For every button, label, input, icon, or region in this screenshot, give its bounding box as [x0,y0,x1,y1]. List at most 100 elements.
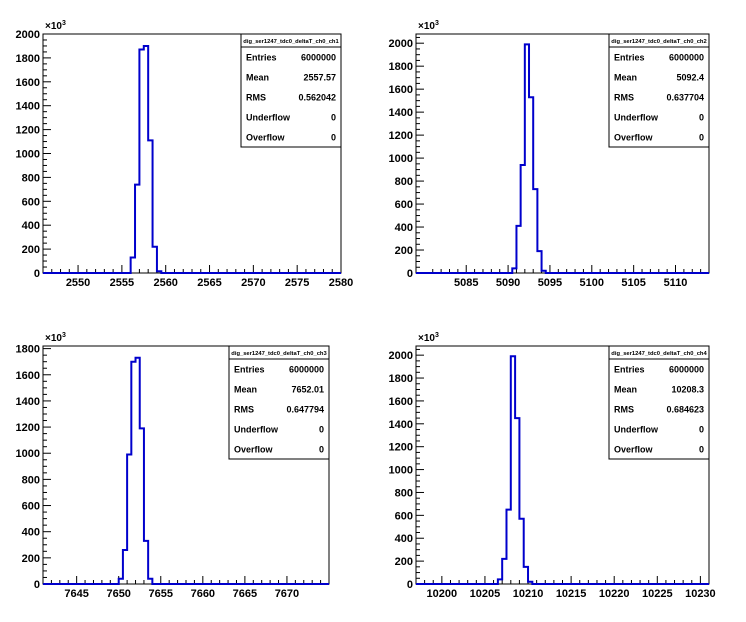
y-tick-label: 200 [22,244,40,256]
stats-box-frame [240,33,342,148]
x-tick-label: 10200 [427,588,458,600]
histogram-panel-4: 0 200 400 600 800 1000 1200 1400 1600 1800 2000 102… [389,332,716,600]
x-tick-label: 7655 [149,588,173,600]
histogram-line [416,355,709,585]
histogram-bin [537,251,541,273]
y-tick-label: 1600 [16,77,40,89]
stats-label: Overflow [234,445,274,455]
y-tick-label: 200 [395,556,413,568]
y-tick-label: 0 [407,579,413,591]
stats-box: dig_ser1247_tdc0_deltaT_ch0_ch3 Entries 60… [228,345,330,460]
stats-label: Overflow [246,133,286,143]
y-tick-label: 1200 [16,422,40,434]
stats-value: 7652.01 [291,385,324,395]
histogram-line [43,356,329,585]
y-tick-label: 600 [395,510,413,522]
histogram-bin [144,541,148,584]
histogram-bin [515,418,519,584]
y-tick-label: 0 [34,579,40,591]
stats-value: 6000000 [669,53,704,63]
stats-label: RMS [614,93,634,103]
histogram-line [416,43,709,274]
histogram-bin [135,185,139,273]
stats-label: RMS [234,405,254,415]
stats-label: Underflow [614,113,659,123]
histogram-bin [511,356,515,584]
stats-label: Underflow [614,425,659,435]
y-tick-label: 800 [22,474,40,486]
histogram-bin [139,50,143,273]
x-tick-label: 2550 [66,277,90,289]
stats-label: RMS [246,93,266,103]
y-tick-label: 1400 [389,419,413,431]
y-tick-label: 1000 [389,465,413,477]
stats-value: 0 [699,445,704,455]
x-tick-label: 10225 [642,588,673,600]
histogram-bin [506,510,510,584]
y-tick-label: 2000 [16,29,40,41]
histogram-bin [516,226,520,273]
x-tick-label: 2570 [241,277,265,289]
stats-value: 0.637704 [666,93,704,103]
y-tick-label: 1200 [16,125,40,137]
histogram-panel-2: 0 200 400 600 800 1000 1200 1400 1600 1800 2000 508… [389,20,710,289]
stats-label: Entries [614,365,645,375]
x-tick-label: 2560 [153,277,177,289]
stats-label: Overflow [614,133,654,143]
histogram-bin [136,358,140,584]
stats-label: Entries [614,53,645,63]
y-tick-label: 1600 [16,370,40,382]
x-tick-label: 10220 [599,588,630,600]
stats-label: Entries [234,365,265,375]
stats-value: 6000000 [289,365,324,375]
y-tick-label: 1400 [16,396,40,408]
histogram-bin [123,550,127,584]
histogram-bin [498,579,502,584]
histogram-bin [542,271,546,273]
stats-value: 0 [319,445,324,455]
x-tick-label: 7650 [106,588,130,600]
stats-label: Mean [614,385,637,395]
stats-title: dig_ser1247_tdc0_deltaT_ch0_ch1 [243,39,339,45]
histogram-bin [533,189,537,273]
x-tick-label: 2580 [329,277,353,289]
histogram-bin [153,247,157,273]
y-tick-label: 1200 [389,130,413,142]
histogram-bin [144,46,148,273]
histogram-bin [131,362,135,584]
histogram-bin [524,567,528,584]
y-tick-label: 1600 [389,84,413,96]
x-tick-label: 5090 [496,277,520,289]
stats-box: dig_ser1247_tdc0_deltaT_ch0_ch1 Entries 60… [240,33,342,148]
y-tick-label: 1000 [16,149,40,161]
histogram-bin [148,140,152,273]
y-tick-label: 1800 [389,373,413,385]
stats-value: 6000000 [669,365,704,375]
x-tick-label: 10215 [556,588,587,600]
stats-value: 0 [331,113,336,123]
x-tick-label: 2555 [110,277,134,289]
stats-value: 5092.4 [676,73,704,83]
x-tick-label: 10210 [513,588,544,600]
x-tick-label: 5105 [621,277,645,289]
histogram-panel-3: 0 200 400 600 800 1000 1200 1400 1600 1800 7645 765… [16,332,330,600]
y-tick-label: 400 [395,533,413,545]
stats-title: dig_ser1247_tdc0_deltaT_ch0_ch3 [231,351,327,357]
y-tick-label: 0 [34,268,40,280]
y-tick-label: 2000 [389,38,413,50]
y-exponent-label: ×103 [45,332,66,344]
y-tick-label: 200 [395,245,413,257]
x-tick-label: 7645 [64,588,88,600]
exponent-superscript: 3 [435,332,439,339]
y-tick-label: 800 [22,172,40,184]
stats-label: Mean [246,73,269,83]
y-exponent-label: ×103 [45,20,66,32]
stats-title: dig_ser1247_tdc0_deltaT_ch0_ch2 [611,39,706,45]
histogram-panel-1: 0 200 400 600 800 1000 1200 1400 1600 1800 2000 255… [16,20,354,289]
exponent-superscript: 3 [62,332,66,339]
histogram-bin [127,455,131,584]
y-tick-label: 2000 [389,350,413,362]
stats-value: 0 [699,133,704,143]
histogram-bin [157,271,161,273]
y-tick-label: 200 [22,553,40,565]
